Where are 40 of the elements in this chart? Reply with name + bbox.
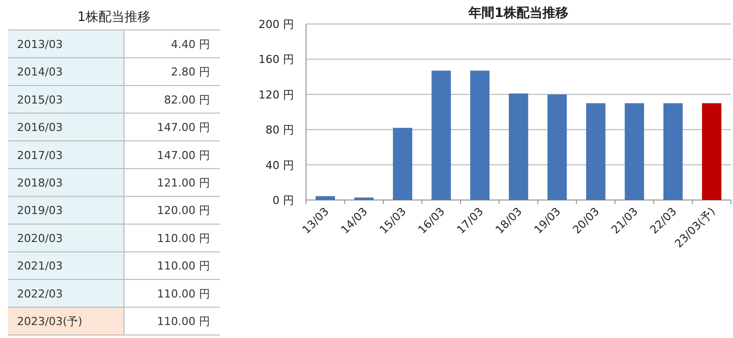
text: 121.00 円 (157, 176, 210, 190)
category-label: 2018/03 (17, 176, 63, 190)
bar (702, 103, 722, 200)
text: 110.00 円 (157, 315, 210, 328)
category-label: 2020/03 (17, 232, 63, 245)
text: 4.40 円 (171, 38, 210, 51)
bar (663, 103, 683, 200)
bar (432, 70, 451, 200)
text: 110.00 円 (157, 232, 210, 245)
category-label: 2023/03(予) (17, 315, 82, 328)
text: 1株配当推移 (77, 10, 151, 25)
text: 110.00 円 (157, 260, 210, 273)
category-label: 2019/03 (17, 204, 63, 218)
y-tick-label: 120 円 (258, 88, 294, 102)
bar (586, 103, 606, 200)
text: 120.00 円 (157, 204, 210, 218)
category-label: 2016/03 (17, 121, 63, 134)
bar (392, 128, 412, 200)
bar (508, 94, 528, 200)
y-tick-label: 200 円 (258, 18, 294, 31)
bar (316, 196, 335, 200)
text: 147.00 円 (157, 148, 210, 162)
text: 110.00 円 (157, 287, 210, 300)
text: 2.80 円 (171, 66, 210, 79)
text: 147.00 円 (157, 121, 210, 134)
category-label: 2021/03 (17, 260, 63, 273)
bar (470, 70, 490, 200)
y-tick-label: 0 円 (272, 194, 294, 207)
category-label: 2013/03 (17, 38, 63, 51)
text: 82.00 円 (164, 93, 210, 106)
category-label: 2017/03 (17, 148, 63, 162)
y-tick-label: 160 円 (258, 53, 294, 66)
bar (547, 94, 567, 200)
bar (624, 103, 644, 200)
y-tick-label: 40 円 (266, 158, 294, 172)
category-label: 2022/03 (17, 287, 63, 300)
y-tick-label: 80 円 (266, 124, 294, 137)
category-label: 2015/03 (17, 93, 63, 106)
chart-title: 年間1株配当推移 (467, 6, 569, 21)
category-label: 2014/03 (17, 66, 63, 79)
